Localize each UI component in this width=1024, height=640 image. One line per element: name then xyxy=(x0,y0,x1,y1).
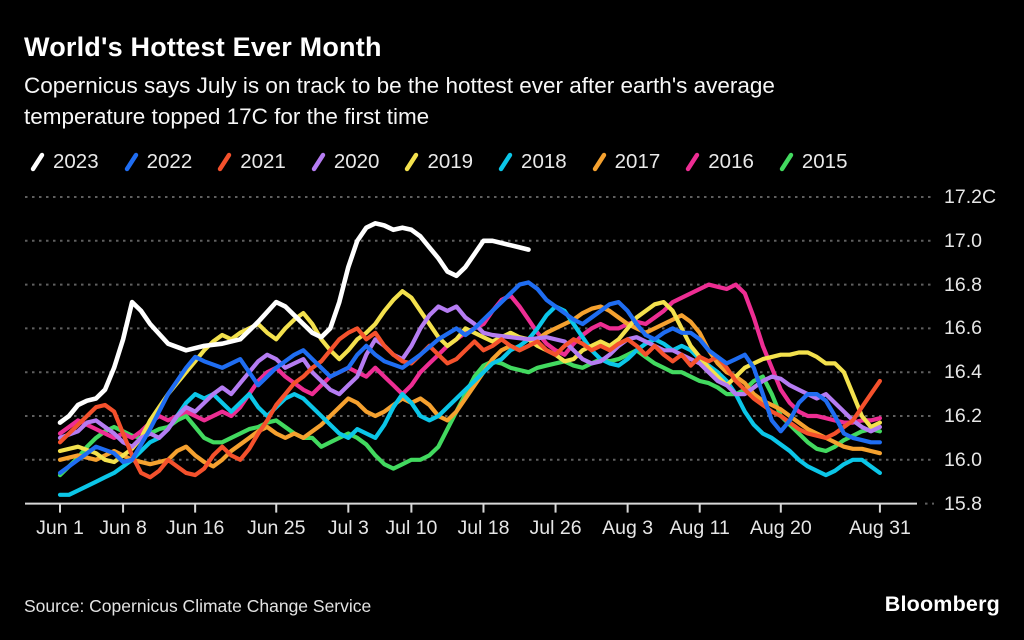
x-axis-label-Jun-8: Jun 8 xyxy=(99,517,147,539)
y-axis-label-16.8: 16.8 xyxy=(944,273,982,296)
series-line-2020 xyxy=(57,304,883,449)
chart-subtitle: Copernicus says July is on track to be t… xyxy=(24,70,775,132)
x-axis-label-Jul-10: Jul 10 xyxy=(385,517,438,539)
y-axis-label-17.2C: 17.2C xyxy=(944,186,997,208)
legend-slash-icon-2020 xyxy=(311,152,326,172)
legend-slash-stroke xyxy=(30,152,45,172)
legend-item-2020: 2020 xyxy=(311,150,380,174)
x-axis-label-Aug-20: Aug 20 xyxy=(749,517,812,539)
series-line-2022 xyxy=(57,280,883,475)
legend-slash-stroke xyxy=(686,152,700,172)
series-line-2021 xyxy=(57,326,883,480)
y-axis-label-16.6: 16.6 xyxy=(944,317,982,340)
y-axis-label-16.2: 16.2 xyxy=(944,405,982,427)
x-axis-label-Jul-18: Jul 18 xyxy=(457,517,510,539)
source-caption: Source: Copernicus Climate Change Servic… xyxy=(24,596,372,616)
y-axis-label-16.4: 16.4 xyxy=(944,361,982,384)
series-line-2017 xyxy=(57,304,883,469)
legend-slash-stroke xyxy=(405,152,419,172)
x-axis-label-Aug-31: Aug 31 xyxy=(849,517,911,539)
y-axis-label-17.0: 17.0 xyxy=(944,229,982,252)
legend-item-2018: 2018 xyxy=(498,150,567,174)
legend-year-label: 2023 xyxy=(53,150,99,173)
legend-slash-stroke xyxy=(218,152,232,172)
legend-year-label: 2019 xyxy=(427,150,474,173)
chart-legend: 2023 2022 2021 2020 2019 2018 2017 2016 2015 xyxy=(30,150,847,174)
legend-slash-icon-2021 xyxy=(218,152,232,172)
legend-slash-icon-2018 xyxy=(498,152,513,172)
legend-slash-stroke xyxy=(124,152,138,172)
legend-year-label: 2020 xyxy=(333,150,380,173)
legend-year-label: 2015 xyxy=(801,150,848,173)
legend-slash-icon-2023 xyxy=(30,152,45,172)
legend-item-2016: 2016 xyxy=(685,150,754,174)
x-axis-label-Jul-3: Jul 3 xyxy=(327,517,369,539)
x-axis-label-Aug-3: Aug 3 xyxy=(602,517,654,539)
x-axis-label-Jun-25: Jun 25 xyxy=(246,517,306,539)
legend-item-2019: 2019 xyxy=(404,150,473,174)
x-axis-label-Jun-1: Jun 1 xyxy=(36,517,84,539)
legend-slash-stroke xyxy=(592,152,606,172)
legend-item-2021: 2021 xyxy=(217,150,286,174)
series-line-2018 xyxy=(57,304,883,497)
legend-slash-icon-2017 xyxy=(592,152,606,172)
legend-year-label: 2018 xyxy=(521,150,567,173)
x-axis-label-Jul-26: Jul 26 xyxy=(529,517,582,539)
bloomberg-logo: Bloomberg xyxy=(884,592,1000,616)
legend-year-label: 2016 xyxy=(708,150,754,173)
legend-year-label: 2017 xyxy=(614,150,661,173)
legend-year-label: 2021 xyxy=(240,150,286,173)
legend-item-2022: 2022 xyxy=(124,150,193,174)
x-axis-label-Aug-11: Aug 11 xyxy=(669,517,730,539)
chart-title: World's Hottest Ever Month xyxy=(24,32,382,62)
legend-item-2023: 2023 xyxy=(30,150,99,174)
legend-slash-icon-2015 xyxy=(779,152,794,172)
x-axis-label-Jun-16: Jun 16 xyxy=(165,517,225,539)
chart-subtitle-line1: Copernicus says July is on track to be t… xyxy=(24,73,775,98)
y-axis-label-15.8: 15.8 xyxy=(944,492,982,515)
legend-slash-stroke xyxy=(779,152,794,172)
series-line-2023 xyxy=(57,221,531,425)
legend-year-label: 2022 xyxy=(146,150,193,173)
legend-slash-stroke xyxy=(498,152,513,172)
legend-slash-icon-2016 xyxy=(686,152,700,172)
legend-item-2015: 2015 xyxy=(779,150,848,174)
y-axis-label-16.0: 16.0 xyxy=(944,448,982,471)
legend-slash-icon-2019 xyxy=(405,152,419,172)
legend-item-2017: 2017 xyxy=(592,150,661,174)
legend-slash-icon-2022 xyxy=(124,152,138,172)
chart-subtitle-line2: temperature topped 17C for the first tim… xyxy=(24,104,430,129)
legend-slash-stroke xyxy=(311,152,326,172)
